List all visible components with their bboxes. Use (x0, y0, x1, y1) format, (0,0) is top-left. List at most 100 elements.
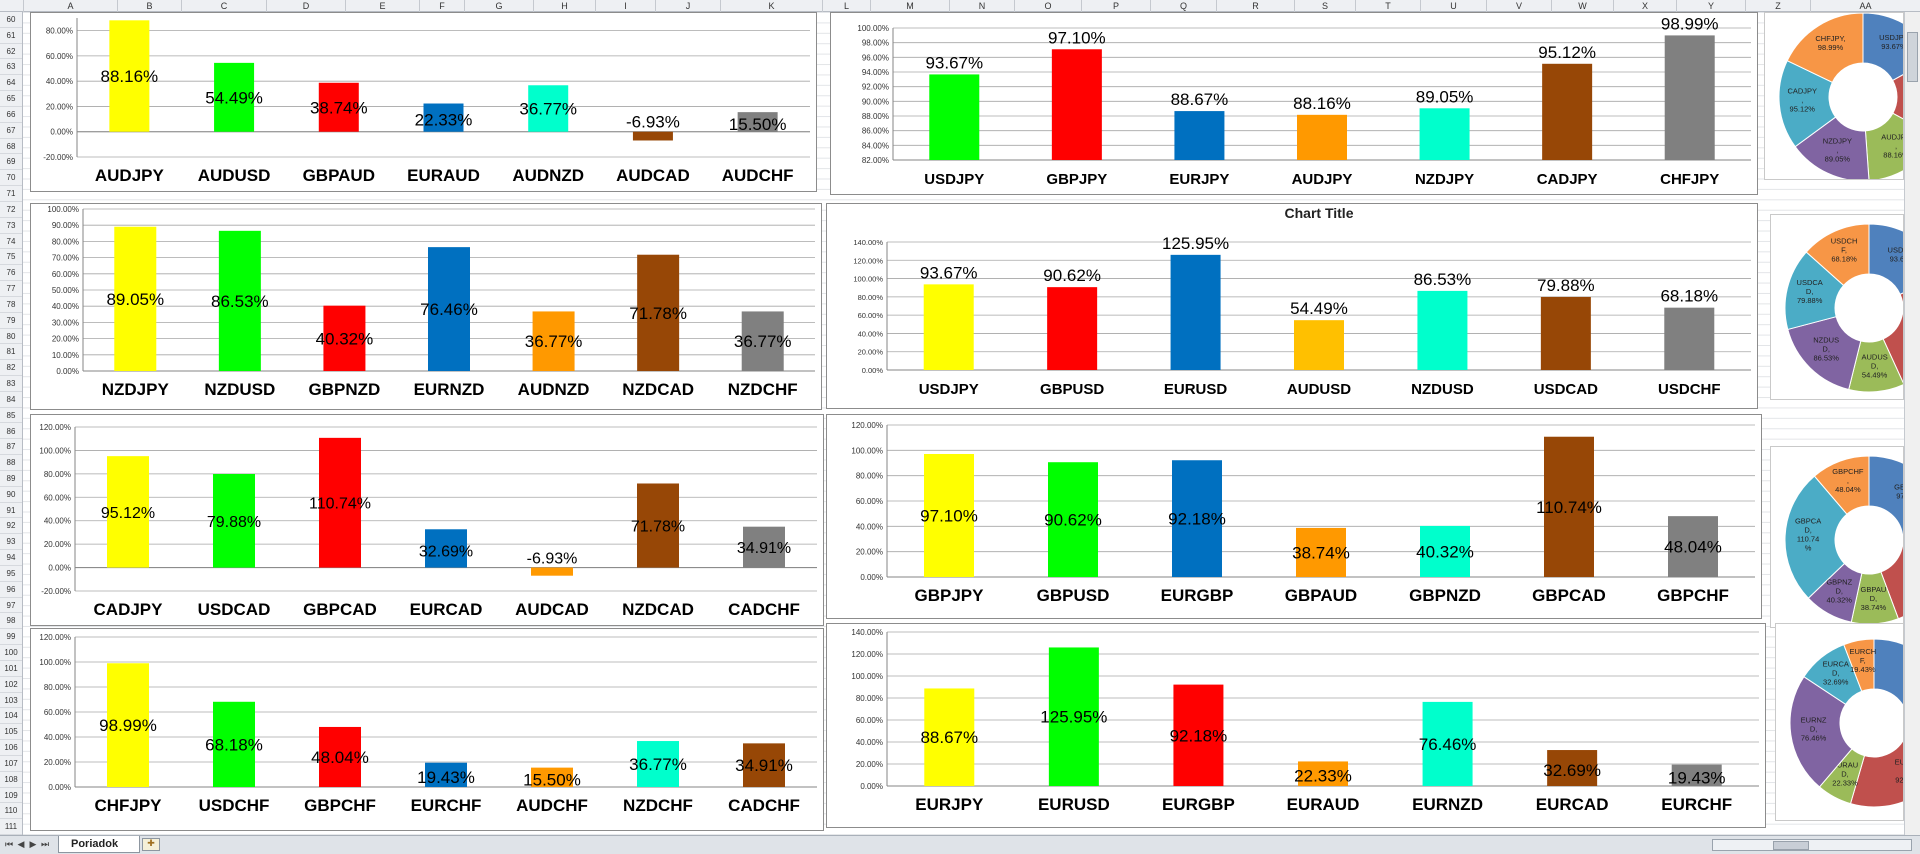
slice-eurusd[interactable] (1882, 274, 1904, 384)
row-header-78[interactable]: 78 (0, 297, 22, 313)
bar-audcad[interactable] (531, 567, 573, 576)
row-header-92[interactable]: 92 (0, 518, 22, 535)
chart-usd[interactable]: 0.00% 20.00% 40.00% 60.00% 80.00% 100.00% 120.… (826, 203, 1758, 409)
slice-gbpchf[interactable] (1813, 455, 1870, 515)
column-header-Q[interactable]: Q (1150, 0, 1216, 12)
bar-gbpusd[interactable] (1047, 287, 1098, 370)
row-header-83[interactable]: 83 (0, 376, 22, 392)
row-header-89[interactable]: 89 (0, 471, 22, 487)
first-sheet-icon[interactable]: ⏮ (4, 840, 14, 850)
bar-cadjpy[interactable] (1542, 63, 1593, 160)
column-header-W[interactable]: W (1551, 0, 1613, 12)
last-sheet-icon[interactable]: ⏭ (40, 840, 50, 850)
column-header-K[interactable]: K (720, 0, 822, 12)
row-header-108[interactable]: 108 (0, 772, 22, 788)
slice-audjpy[interactable] (1864, 112, 1904, 180)
bar-usdcad[interactable] (1540, 296, 1591, 370)
bar-nzdchf[interactable] (637, 741, 679, 787)
slice-usdjpy[interactable] (1862, 13, 1904, 82)
bar-audchf[interactable] (531, 767, 573, 787)
bar-eurjpy[interactable] (1174, 111, 1225, 160)
bar-gbpnzd[interactable] (323, 305, 366, 371)
bar-euraud[interactable] (1298, 761, 1348, 786)
row-header-60[interactable]: 60 (0, 12, 22, 28)
row-header-90[interactable]: 90 (0, 487, 22, 503)
row-header-91[interactable]: 91 (0, 503, 22, 519)
bar-eurcad[interactable] (1547, 750, 1598, 786)
row-header-68[interactable]: 68 (0, 139, 22, 155)
column-header-M[interactable]: M (870, 0, 949, 12)
chart-chf[interactable]: 0.00% 20.00% 40.00% 60.00% 80.00% 100.00% 120.… (30, 628, 824, 831)
bar-usdchf[interactable] (213, 701, 255, 787)
slice-usdchf[interactable] (1805, 223, 1870, 287)
bar-gbpaud[interactable] (318, 82, 359, 132)
row-header-71[interactable]: 71 (0, 186, 22, 202)
bar-eurnzd[interactable] (1422, 701, 1473, 786)
bar-eurusd[interactable] (1170, 254, 1221, 370)
column-header-X[interactable]: X (1613, 0, 1676, 12)
column-header-L[interactable]: L (822, 0, 870, 12)
bar-usdchf[interactable] (1664, 307, 1715, 370)
row-header-76[interactable]: 76 (0, 265, 22, 282)
row-header-93[interactable]: 93 (0, 534, 22, 551)
bar-chfjpy[interactable] (1664, 35, 1715, 161)
row-header-98[interactable]: 98 (0, 613, 22, 630)
row-header-105[interactable]: 105 (0, 724, 22, 741)
column-header-F[interactable]: F (419, 0, 464, 12)
slice-chfjpy[interactable] (1786, 13, 1864, 83)
bar-usdjpy[interactable] (929, 74, 980, 160)
slice-gbpcad[interactable] (1784, 475, 1848, 599)
bar-gbpchf[interactable] (1668, 516, 1718, 577)
bar-audjpy[interactable] (1297, 114, 1347, 160)
column-header-D[interactable]: D (266, 0, 345, 12)
chart-donut-eur[interactable]: EURJP88.67%EURGBP,92.18%EURAUD,22.33%EUR… (1775, 623, 1904, 821)
row-header-69[interactable]: 69 (0, 154, 22, 171)
bar-gbpcad[interactable] (1544, 436, 1594, 577)
column-header-Y[interactable]: Y (1676, 0, 1745, 12)
bar-chfjpy[interactable] (107, 663, 149, 787)
slice-eurnzd[interactable] (1789, 676, 1853, 788)
row-header-70[interactable]: 70 (0, 170, 22, 187)
bar-audjpy[interactable] (109, 20, 150, 132)
chart-nzd[interactable]: 0.00% 10.00% 20.00% 30.00% 40.00% 50.00% 60.00… (30, 203, 822, 410)
bar-nzdcad[interactable] (637, 483, 679, 568)
chart-donut-gbp[interactable]: GBPJPY97.10%EURGBP,92.18%GBPAUD,38.74%GB… (1770, 446, 1904, 628)
row-header-72[interactable]: 72 (0, 202, 22, 218)
insert-sheet-icon[interactable]: ✚ (142, 838, 160, 851)
chart-aud[interactable]: -20.00% 0.00% 20.00% 40.00% 60.00% 80.00% 88.1… (30, 12, 817, 192)
row-header-87[interactable]: 87 (0, 439, 22, 456)
row-header-77[interactable]: 77 (0, 281, 22, 297)
chart-jpy[interactable]: 82.00% 84.00% 86.00% 88.00% 90.00% 92.00% 94.0… (830, 12, 1758, 195)
bar-gbpnzd[interactable] (1420, 525, 1470, 577)
bar-gbpjpy[interactable] (1051, 49, 1102, 161)
column-header-P[interactable]: P (1081, 0, 1150, 12)
slice-eurjpy[interactable] (1892, 56, 1904, 137)
bar-euraud[interactable] (423, 103, 464, 132)
column-header-I[interactable]: I (595, 0, 655, 12)
row-header-103[interactable]: 103 (0, 693, 22, 709)
bar-eurgbp[interactable] (1173, 684, 1224, 786)
column-header-B[interactable]: B (117, 0, 181, 12)
row-header-79[interactable]: 79 (0, 313, 22, 329)
row-header-95[interactable]: 95 (0, 566, 22, 582)
row-header-82[interactable]: 82 (0, 360, 22, 376)
slice-gbpjpy[interactable] (1868, 455, 1904, 536)
column-header-H[interactable]: H (533, 0, 595, 12)
bar-nzdusd[interactable] (1417, 290, 1468, 370)
column-header-R[interactable]: R (1216, 0, 1294, 12)
next-sheet-icon[interactable]: ▶ (29, 840, 37, 850)
bar-audnzd[interactable] (528, 85, 569, 132)
bar-nzdusd[interactable] (218, 230, 261, 371)
row-header-64[interactable]: 64 (0, 75, 22, 92)
bar-gbpchf[interactable] (319, 726, 361, 787)
row-header-102[interactable]: 102 (0, 677, 22, 693)
row-header-62[interactable]: 62 (0, 44, 22, 60)
row-header-67[interactable]: 67 (0, 123, 22, 139)
bar-gbpusd[interactable] (1048, 462, 1098, 577)
vertical-scroll-thumb[interactable] (1907, 32, 1918, 82)
bar-eurchf[interactable] (1671, 764, 1722, 786)
column-header-V[interactable]: V (1486, 0, 1551, 12)
column-header-G[interactable]: G (464, 0, 533, 12)
column-header-A[interactable]: A (23, 0, 117, 12)
row-header-97[interactable]: 97 (0, 598, 22, 614)
